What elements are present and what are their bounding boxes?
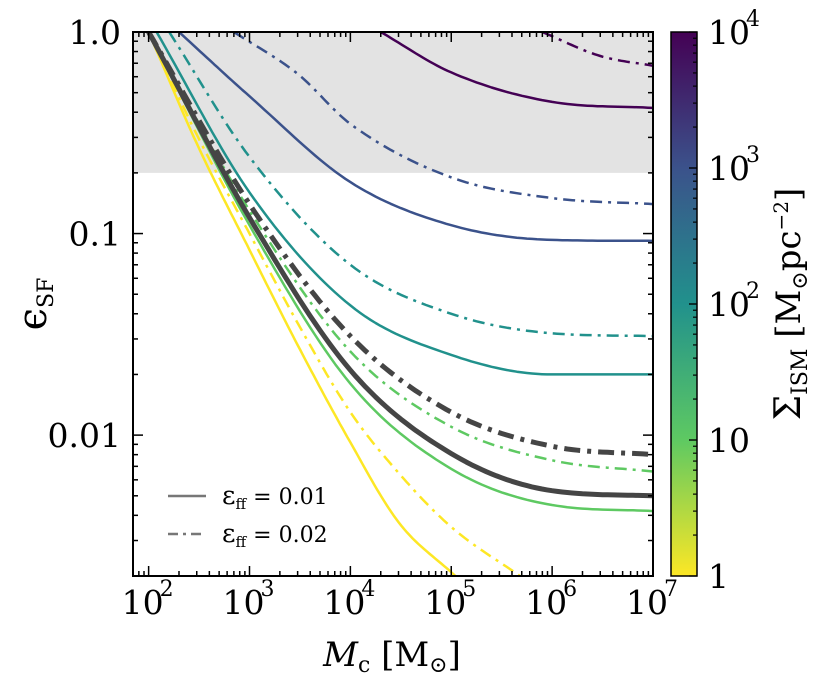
series-line-2	[147, 32, 653, 513]
series-line-0	[147, 32, 457, 576]
legend-label-0: εff = 0.01	[222, 481, 328, 513]
colorbar-tick-exponent: 2	[746, 279, 760, 304]
series-line-4	[146, 32, 653, 499]
plot-frame	[132, 31, 654, 577]
series-line-1	[147, 32, 521, 576]
y-tick-label: 1.0	[69, 13, 121, 52]
y-tick-label: 0.01	[48, 416, 121, 455]
colorbar-tick-exponent: 3	[746, 143, 760, 168]
x-tick-label: 10	[525, 583, 567, 622]
colorbar-tick-exponent: 4	[746, 7, 760, 32]
x-tick-exponent: 7	[664, 577, 678, 602]
x-tick-exponent: 4	[361, 577, 375, 602]
x-axis-label: Mc [M⊙]	[322, 635, 461, 678]
series-line-3	[147, 32, 653, 473]
series-line-5	[146, 32, 653, 458]
x-tick-label: 10	[626, 583, 668, 622]
series-line-7	[168, 32, 653, 338]
legend: εff = 0.01 εff = 0.02	[168, 481, 328, 551]
x-tick-exponent: 6	[563, 577, 577, 602]
series-line-11	[541, 32, 653, 68]
colorbar-tick-label: 1	[708, 557, 729, 596]
colorbar-tick-label: 10	[708, 149, 750, 188]
series-line-8	[178, 32, 653, 243]
x-tick-exponent: 2	[160, 577, 174, 602]
colorbar-tick-label: 10	[708, 13, 750, 52]
colorbar-tick-label: 10	[708, 285, 750, 324]
x-tick-label: 10	[424, 583, 466, 622]
legend-label-1: εff = 0.02	[222, 519, 328, 551]
series-line-6	[155, 32, 653, 376]
colorbar-label: ΣISM [M⊙pc−2]	[768, 188, 813, 421]
y-tick-label: 0.1	[69, 215, 121, 254]
x-tick-exponent: 5	[462, 577, 476, 602]
x-tick-label: 10	[323, 583, 365, 622]
series-line-10	[380, 32, 653, 110]
x-tick-exponent: 3	[261, 577, 275, 602]
series-line-9	[233, 32, 653, 206]
x-tick-label: 10	[223, 583, 265, 622]
y-axis-label: ϵSF	[10, 278, 59, 331]
series-layer	[146, 32, 653, 576]
shaded-region	[133, 32, 653, 173]
colorbar-tick-label: 10	[708, 421, 750, 460]
x-tick-label: 10	[122, 583, 164, 622]
